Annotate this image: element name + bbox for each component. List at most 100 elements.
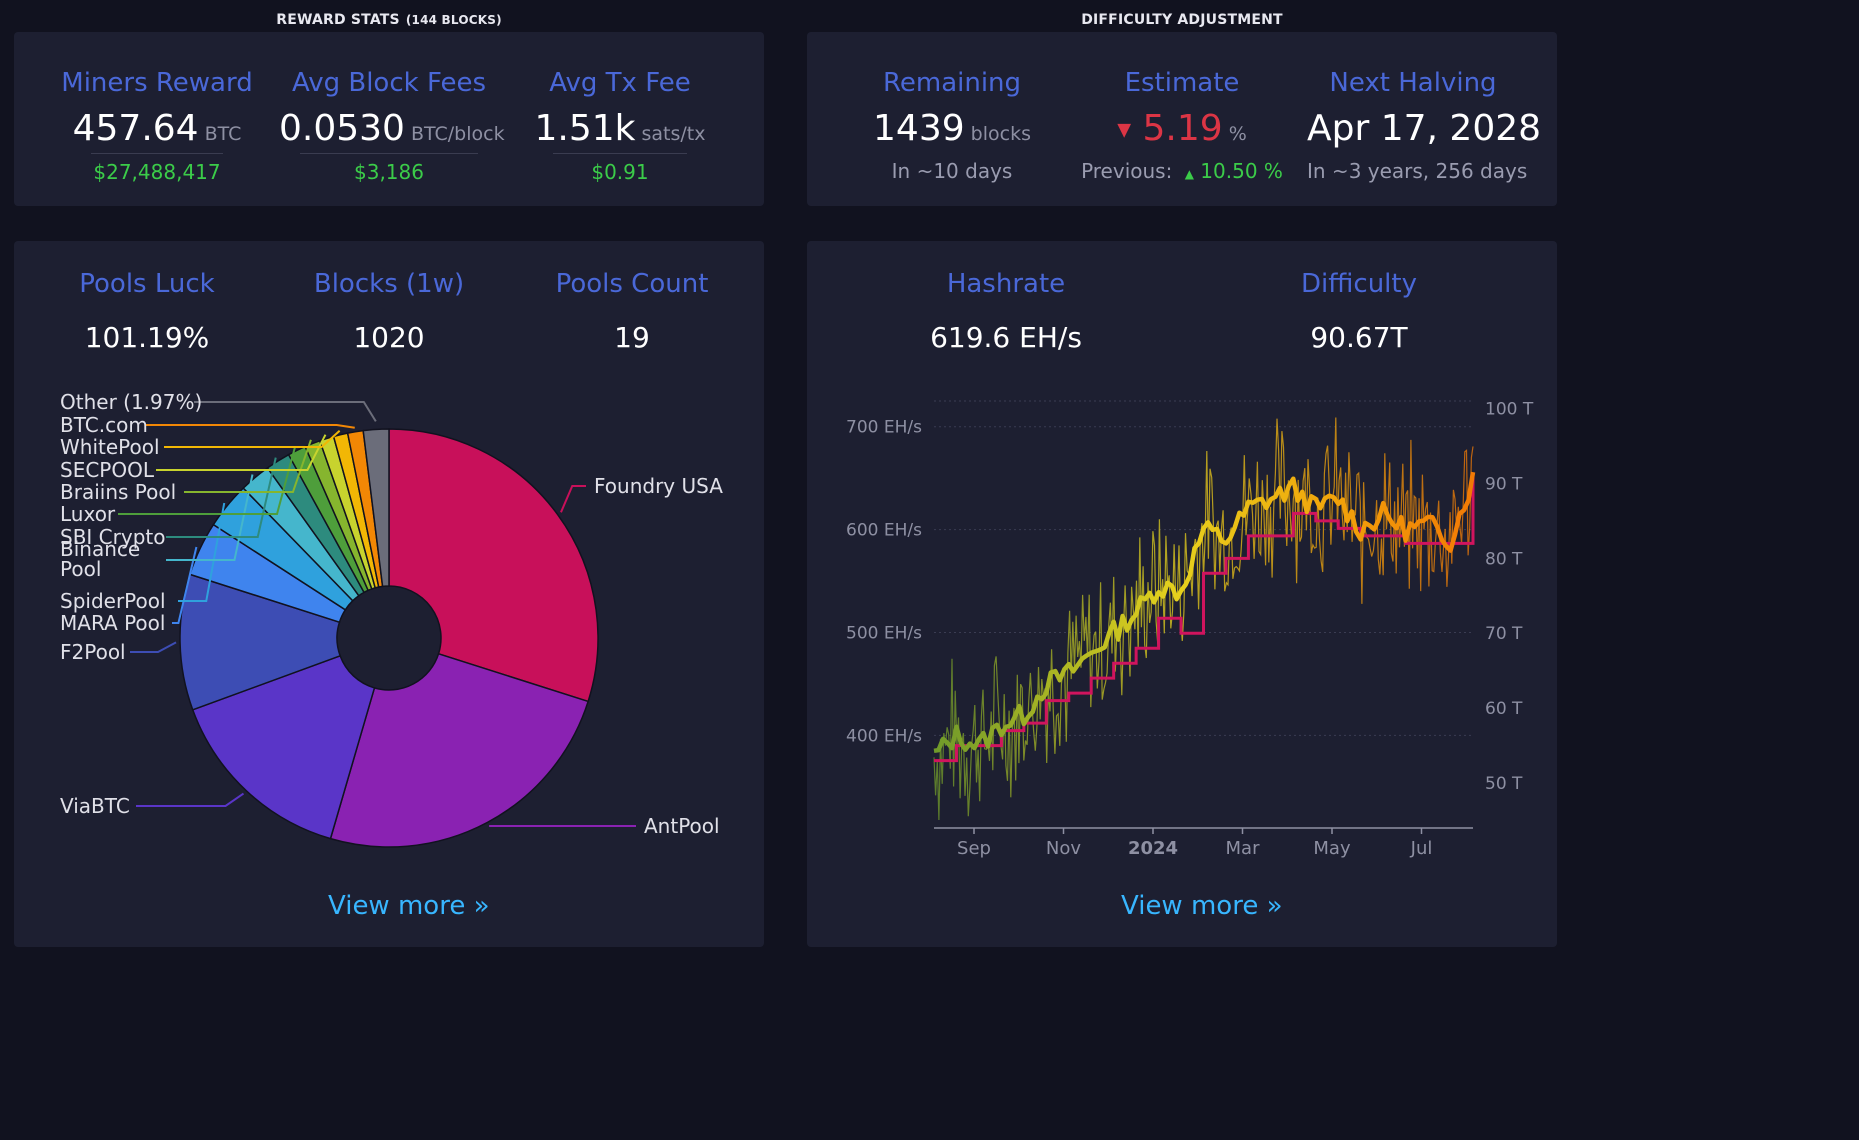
avg-tx-fee-unit: sats/tx xyxy=(641,123,706,145)
pie-label-btc-com: BTC.com xyxy=(60,413,148,437)
pie-leader-line xyxy=(146,424,355,429)
pie-leader-line xyxy=(184,439,312,493)
blocks-1w-value: 1020 xyxy=(353,321,425,354)
avg-tx-fee-stat: Avg Tx Fee 1.51k sats/tx $0.91 xyxy=(514,68,726,184)
estimate-previous: Previous: ▲ 10.50 % xyxy=(1077,159,1287,183)
pie-label-antpool: AntPool xyxy=(644,814,720,838)
hashrate-value: 619.6 EH/s xyxy=(930,321,1082,354)
pools-count-stat: Pools Count 19 xyxy=(529,269,735,354)
pie-leader-line xyxy=(166,457,277,538)
pools-count-value: 19 xyxy=(614,321,650,354)
blocks-1w-label: Blocks (1w) xyxy=(313,269,465,299)
estimate-stat: Estimate ▼ 5.19% Previous: ▲ 10.50 % xyxy=(1077,68,1287,183)
miners-reward-stat: Miners Reward 457.64 BTC $27,488,417 xyxy=(52,68,262,184)
avg-block-fees-fiat: $3,186 xyxy=(354,160,424,184)
pie-leader-line xyxy=(166,474,254,561)
pie-leader-line xyxy=(136,792,245,807)
remaining-value: 1439 blocks xyxy=(847,108,1057,149)
pie-leader-line xyxy=(560,485,586,513)
y-left-tick-label: 600 EH/s xyxy=(846,521,922,541)
miners-reward-value: 457.64 BTC xyxy=(52,108,262,149)
y-right-tick-label: 90 T xyxy=(1485,474,1523,494)
caret-down-icon: ▼ xyxy=(1117,119,1132,141)
pools-pie-chart[interactable]: Foundry USA AntPool ViaBTC F2Pool MARA Pool S… xyxy=(14,391,764,911)
y-right-tick-label: 100 T xyxy=(1485,399,1534,419)
pie-slice-other-1-97[interactable] xyxy=(362,428,390,588)
previous-label: Previous: xyxy=(1081,159,1173,183)
miners-reward-fiat: $27,488,417 xyxy=(93,160,221,184)
x-tick-label: Jul xyxy=(1410,838,1433,859)
avg-block-fees-stat: Avg Block Fees 0.0530 BTC/block $3,186 xyxy=(279,68,505,184)
pie-label-mara-pool: MARA Pool xyxy=(60,611,165,635)
next-halving-value: Apr 17, 2028 xyxy=(1307,108,1542,149)
avg-block-fees-unit: BTC/block xyxy=(410,123,505,145)
remaining-note: In ~10 days xyxy=(891,159,1013,183)
hashrate-stat: Hashrate 619.6 EH/s xyxy=(903,269,1109,354)
pie-leader-line xyxy=(194,401,377,422)
estimate-number: 5.19 xyxy=(1142,108,1223,149)
divider xyxy=(91,153,223,154)
y-right-tick-label: 50 T xyxy=(1485,774,1523,794)
divider xyxy=(553,153,687,154)
pie-label-luxor: Luxor xyxy=(60,502,116,526)
difficulty-adjustment-title: DIFFICULTY ADJUSTMENT xyxy=(807,12,1557,28)
reward-stats-title-text: REWARD STATS xyxy=(276,12,400,28)
difficulty-adjustment-card: Remaining 1439 blocks In ~10 days Estimat… xyxy=(807,32,1557,206)
pie-label-foundry-usa: Foundry USA xyxy=(594,474,723,498)
caret-up-icon: ▲ xyxy=(1184,167,1194,181)
pie-slice-foundry-usa[interactable] xyxy=(388,428,599,703)
previous-unit: % xyxy=(1263,159,1283,183)
pie-leader-line xyxy=(164,430,341,448)
avg-tx-fee-value: 1.51k sats/tx xyxy=(514,108,726,149)
difficulty-adjustment-title-text: DIFFICULTY ADJUSTMENT xyxy=(1081,12,1283,28)
y-right-tick-label: 80 T xyxy=(1485,549,1523,569)
pie-slice-antpool[interactable] xyxy=(329,652,590,848)
pie-leader-line xyxy=(172,546,198,624)
pie-label-other-1-97: Other (1.97%) xyxy=(60,391,202,414)
pie-label-binance-pool: Binance Pool xyxy=(60,537,140,581)
estimate-unit: % xyxy=(1228,123,1247,145)
x-tick-label: May xyxy=(1313,838,1351,859)
reward-stats-card: Miners Reward 457.64 BTC $27,488,417 Avg … xyxy=(14,32,764,206)
pie-label-viabtc: ViaBTC xyxy=(60,794,130,818)
avg-block-fees-number: 0.0530 xyxy=(279,108,405,149)
miners-reward-unit: BTC xyxy=(204,123,242,145)
y-left-tick-label: 400 EH/s xyxy=(846,726,922,746)
pools-card: Pools Luck 101.19% Blocks (1w) 1020 Pool… xyxy=(14,241,764,947)
estimate-value: ▼ 5.19% xyxy=(1077,108,1287,149)
pools-view-more-link[interactable]: View more » xyxy=(328,891,490,921)
pie-slice-viabtc[interactable] xyxy=(191,654,376,840)
hashrate-label: Hashrate xyxy=(946,269,1066,299)
miners-reward-number: 457.64 xyxy=(72,108,199,149)
mining-view-more-link[interactable]: View more » xyxy=(1121,891,1283,921)
blocks-1w-stat: Blocks (1w) 1020 xyxy=(286,269,492,354)
difficulty-label: Difficulty xyxy=(1301,269,1417,299)
previous-value: 10.50 xyxy=(1200,159,1258,183)
remaining-stat: Remaining 1439 blocks In ~10 days xyxy=(847,68,1057,183)
difficulty-value: 90.67T xyxy=(1310,321,1408,354)
pie-label-whitepool: WhitePool xyxy=(60,435,160,459)
x-tick-label: Sep xyxy=(957,838,991,859)
x-tick-label: Mar xyxy=(1226,838,1261,859)
pools-count-label: Pools Count xyxy=(555,269,709,299)
y-right-tick-label: 70 T xyxy=(1485,624,1523,644)
remaining-label: Remaining xyxy=(882,68,1022,98)
estimate-label: Estimate xyxy=(1124,68,1240,98)
x-tick-label: 2024 xyxy=(1128,838,1178,859)
y-left-tick-label: 700 EH/s xyxy=(846,418,922,438)
pie-label-braiins-pool: Braiins Pool xyxy=(60,480,176,504)
pie-label-sbi-crypto: SBI Crypto xyxy=(60,525,165,549)
next-halving-label: Next Halving xyxy=(1329,68,1497,98)
y-left-tick-label: 500 EH/s xyxy=(846,624,922,644)
avg-tx-fee-number: 1.51k xyxy=(534,108,636,149)
next-halving-stat: Next Halving Apr 17, 2028 In ~3 years, 2… xyxy=(1307,68,1542,183)
pools-luck-label: Pools Luck xyxy=(79,269,215,299)
pie-label-f2pool: F2Pool xyxy=(60,640,126,664)
remaining-number: 1439 xyxy=(873,108,965,149)
miners-reward-label: Miners Reward xyxy=(61,68,253,98)
avg-tx-fee-label: Avg Tx Fee xyxy=(549,68,691,98)
difficulty-stat: Difficulty 90.67T xyxy=(1256,269,1462,354)
divider xyxy=(300,153,478,154)
avg-block-fees-label: Avg Block Fees xyxy=(291,68,487,98)
hashrate-difficulty-chart[interactable]: 400 EH/s 500 EH/s 600 EH/s 700 EH/s 50 T 60 T… xyxy=(807,391,1557,871)
